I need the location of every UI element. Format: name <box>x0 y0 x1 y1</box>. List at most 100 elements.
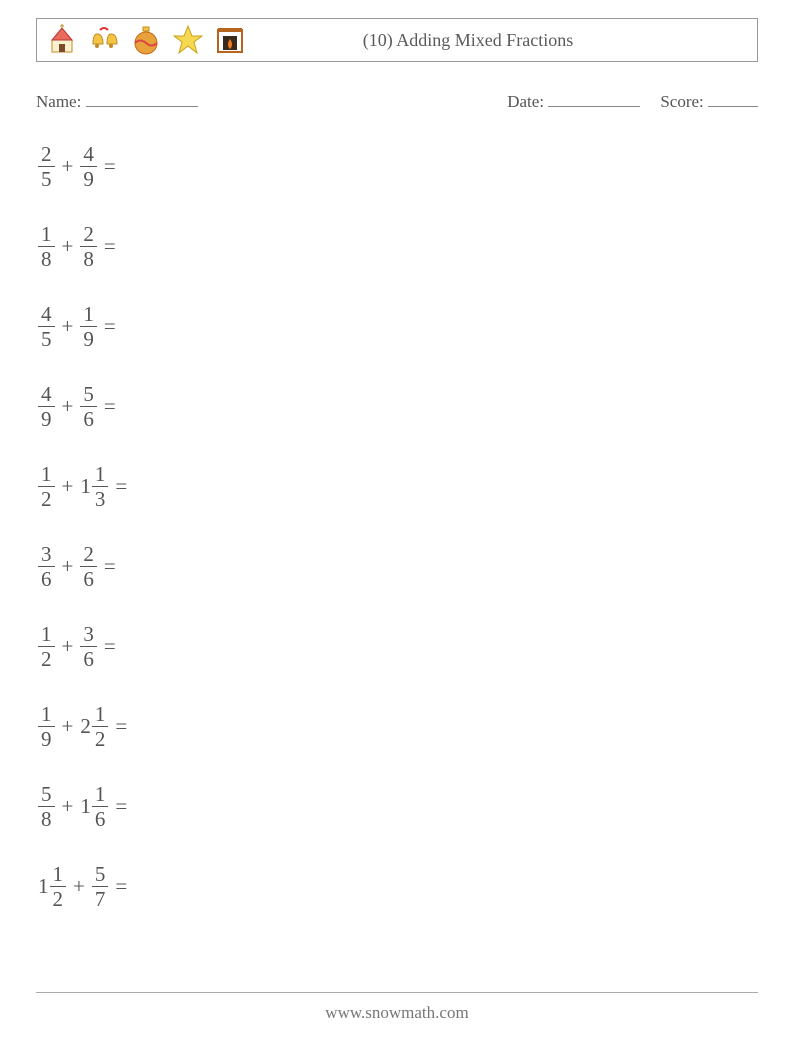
denominator: 8 <box>38 808 55 830</box>
numerator: 2 <box>80 543 97 565</box>
fraction: 36 <box>38 543 55 590</box>
whole-number: 1 <box>38 874 49 899</box>
footer-text: www.snowmath.com <box>0 1003 794 1023</box>
problem-row: 12+113= <box>38 462 758 512</box>
denominator: 6 <box>80 648 97 670</box>
score-blank[interactable] <box>708 88 758 107</box>
numerator: 1 <box>80 303 97 325</box>
denominator: 6 <box>80 408 97 430</box>
problem-row: 36 +26 = <box>38 542 758 592</box>
fraction: 49 <box>80 143 97 190</box>
plus-operator: + <box>62 394 74 419</box>
equals-sign: = <box>115 794 127 819</box>
score-field: Score: <box>660 88 758 112</box>
denominator: 8 <box>38 248 55 270</box>
plus-operator: + <box>62 314 74 339</box>
problem-row: 45+19= <box>38 302 758 352</box>
denominator: 2 <box>50 888 67 910</box>
plus-operator: + <box>62 714 74 739</box>
numerator: 1 <box>92 783 109 805</box>
fraction: 12 <box>38 463 55 510</box>
fraction: 49 <box>38 383 55 430</box>
denominator: 7 <box>92 888 109 910</box>
problem-row: 19+212= <box>38 702 758 752</box>
fraction: 12 <box>92 703 109 750</box>
worksheet-page: (10) Adding Mixed Fractions Name: Date: … <box>0 0 794 1053</box>
star-icon <box>171 23 205 57</box>
plus-operator: + <box>62 794 74 819</box>
equals-sign: = <box>104 154 116 179</box>
denominator: 9 <box>80 168 97 190</box>
denominator: 5 <box>38 328 55 350</box>
plus-operator: + <box>62 474 74 499</box>
plus-operator: + <box>62 154 74 179</box>
problem-row: 112+57= <box>38 862 758 912</box>
numerator: 1 <box>38 223 55 245</box>
date-blank[interactable] <box>548 88 640 107</box>
equals-sign: = <box>115 474 127 499</box>
fraction: 12 <box>50 863 67 910</box>
equals-sign: = <box>104 314 116 339</box>
fraction: 56 <box>80 383 97 430</box>
numerator: 1 <box>38 463 55 485</box>
numerator: 1 <box>92 703 109 725</box>
denominator: 6 <box>92 808 109 830</box>
fraction: 18 <box>38 223 55 270</box>
plus-operator: + <box>73 874 85 899</box>
numerator: 5 <box>92 863 109 885</box>
fraction: 12 <box>38 623 55 670</box>
date-field: Date: <box>507 88 640 112</box>
numerator: 3 <box>38 543 55 565</box>
denominator: 2 <box>38 488 55 510</box>
fraction: 28 <box>80 223 97 270</box>
denominator: 2 <box>92 728 109 750</box>
fireplace-icon <box>213 23 247 57</box>
numerator: 1 <box>92 463 109 485</box>
fraction: 45 <box>38 303 55 350</box>
denominator: 5 <box>38 168 55 190</box>
name-field: Name: <box>36 88 198 112</box>
numerator: 1 <box>38 623 55 645</box>
numerator: 5 <box>80 383 97 405</box>
info-row: Name: Date: Score: <box>36 88 758 112</box>
problems-list: 25+49=18+28=45+19=49+56=12+113=36+26=12+… <box>36 142 758 912</box>
problem-row: 18+28= <box>38 222 758 272</box>
whole-number: 1 <box>80 474 91 499</box>
fraction: 26 <box>80 543 97 590</box>
problem-row: 12+36= <box>38 622 758 672</box>
name-label: Name: <box>36 92 81 111</box>
fraction: 13 <box>92 463 109 510</box>
denominator: 8 <box>80 248 97 270</box>
denominator: 2 <box>38 648 55 670</box>
fraction: 19 <box>80 303 97 350</box>
whole-number: 2 <box>80 714 91 739</box>
numerator: 1 <box>50 863 67 885</box>
numerator: 2 <box>38 143 55 165</box>
equals-sign: = <box>104 554 116 579</box>
problem-row: 49+56= <box>38 382 758 432</box>
numerator: 4 <box>38 383 55 405</box>
numerator: 1 <box>38 703 55 725</box>
fraction: 57 <box>92 863 109 910</box>
numerator: 4 <box>38 303 55 325</box>
equals-sign: = <box>115 874 127 899</box>
plus-operator: + <box>62 234 74 259</box>
bells-icon <box>87 23 121 57</box>
equals-sign: = <box>115 714 127 739</box>
header-icons <box>45 23 247 57</box>
worksheet-title: (10) Adding Mixed Fractions <box>363 30 573 50</box>
equals-sign: = <box>104 634 116 659</box>
whole-number: 1 <box>80 794 91 819</box>
problem-row: 25+49= <box>38 142 758 192</box>
numerator: 5 <box>38 783 55 805</box>
title-wrap: (10) Adding Mixed Fractions <box>247 30 749 51</box>
fraction: 16 <box>92 783 109 830</box>
header-bar: (10) Adding Mixed Fractions <box>36 18 758 62</box>
problem-row: 58+116= <box>38 782 758 832</box>
name-blank[interactable] <box>86 88 198 107</box>
numerator: 3 <box>80 623 97 645</box>
fraction: 25 <box>38 143 55 190</box>
plus-operator: + <box>62 554 74 579</box>
score-label: Score: <box>660 92 703 111</box>
footer-divider <box>36 992 758 993</box>
